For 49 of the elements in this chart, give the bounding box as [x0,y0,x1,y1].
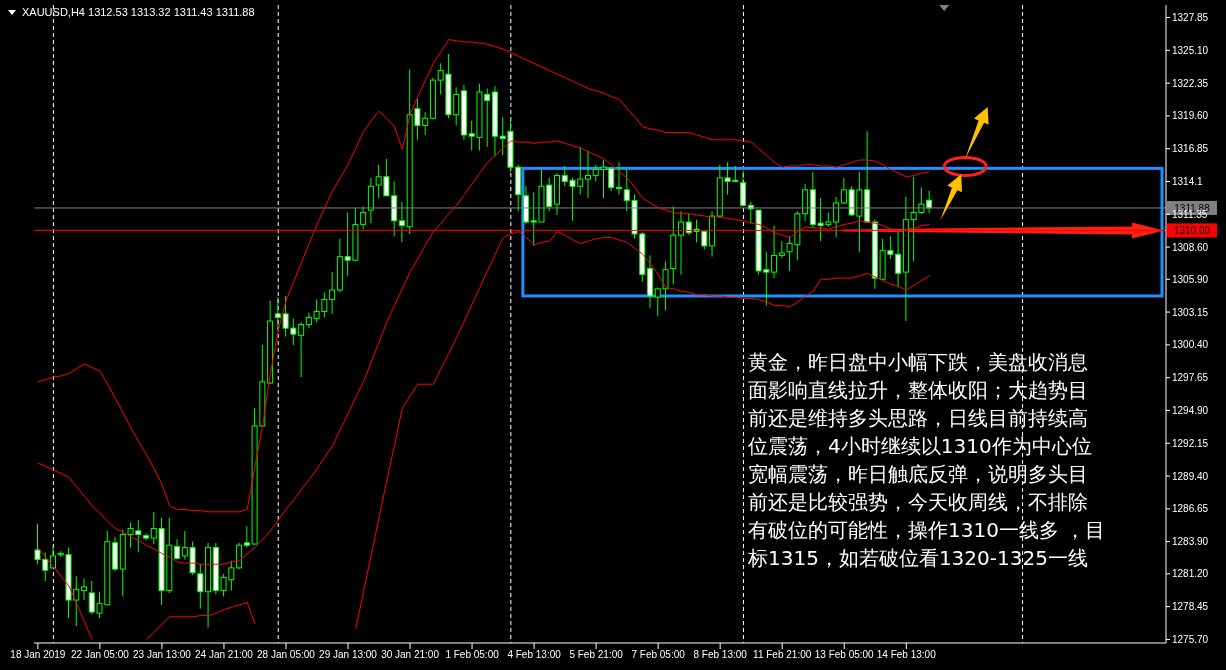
candlestick [174,538,181,561]
candlestick [584,149,591,199]
y-tick-label: 1289.40 [1172,470,1209,482]
y-tick-label: 1319.60 [1172,110,1209,122]
y-tick-label: 1297.65 [1172,372,1209,384]
annotation: 黄金，昨日盘中小幅下跌，美盘收消息面影响直线拉升，整体收阳；大趋势目前还是维持多头思路，日线目前持续高位震荡，4小时继续以1310作为中心位宽幅震荡，昨日触底反弹，说明多头目前还是比较强势，今天收周线，不排除有破位的可能性，操作1310一线多 ，目标1315，如若破位看1320-1325一线 [748,349,1106,572]
x-tick-label: 28 Jan 05:00 [257,649,316,661]
y-tick-label: 1325.10 [1172,44,1209,56]
y-tick-label: 1278.45 [1172,601,1209,613]
y-tick-label: 1286.65 [1172,503,1209,515]
x-tick-label: 29 Jan 13:00 [319,649,378,661]
x-tick-label: 23 Jan 13:00 [133,649,192,661]
y-tick-label: 1292.15 [1172,437,1209,449]
chart-title: XAUUSD,H4 1312.53 1313.32 1311.43 1311.88 [22,6,255,18]
candlestick [616,161,623,196]
x-tick-label: 7 Feb 05:00 [631,649,686,661]
y-tick-label: 1294.90 [1172,405,1209,417]
y-tick-label: 1308.60 [1172,241,1209,253]
candlestick [398,201,405,243]
x-tick-label: 1 Feb 05:00 [445,649,500,661]
y-tick-label: 1303.15 [1172,306,1209,318]
x-tick-label: 30 Jan 21:00 [381,649,440,661]
candlestick [771,225,778,279]
candlestick [678,210,685,276]
y-tick-label: 1322.35 [1172,77,1209,89]
x-tick-label: 5 Feb 21:00 [569,649,624,661]
ref-line-label: 1310.00 [1173,225,1211,237]
candlestick [197,563,204,609]
x-tick-label: 24 Jan 21:00 [195,649,254,661]
candlestick [802,183,809,222]
y-tick-label: 1281.20 [1172,568,1209,580]
x-tick-label: 22 Jan 05:00 [70,649,130,661]
x-tick-label: 4 Feb 13:00 [507,649,562,661]
x-tick-label: 11 Feb 21:00 [753,649,812,661]
x-tick-label: 13 Feb 05:00 [814,649,875,661]
candlestick [833,196,840,239]
candlestick [81,578,88,601]
y-tick-label: 1305.90 [1172,273,1209,285]
y-tick-label: 1314.1 [1172,176,1204,188]
y-tick-label: 1283.90 [1172,536,1209,548]
candlestick [740,170,747,208]
y-tick-label: 1275.70 [1172,633,1209,645]
candlestick [367,177,374,224]
x-tick-label: 18 Jan 2019 [10,649,66,661]
x-tick-label: 14 Feb 13:00 [876,649,937,661]
y-tick-label: 1300.40 [1172,339,1209,351]
y-tick-label: 1327.85 [1172,12,1209,24]
x-tick-label: 8 Feb 13:00 [693,649,748,661]
y-tick-label: 1316.85 [1172,143,1209,155]
